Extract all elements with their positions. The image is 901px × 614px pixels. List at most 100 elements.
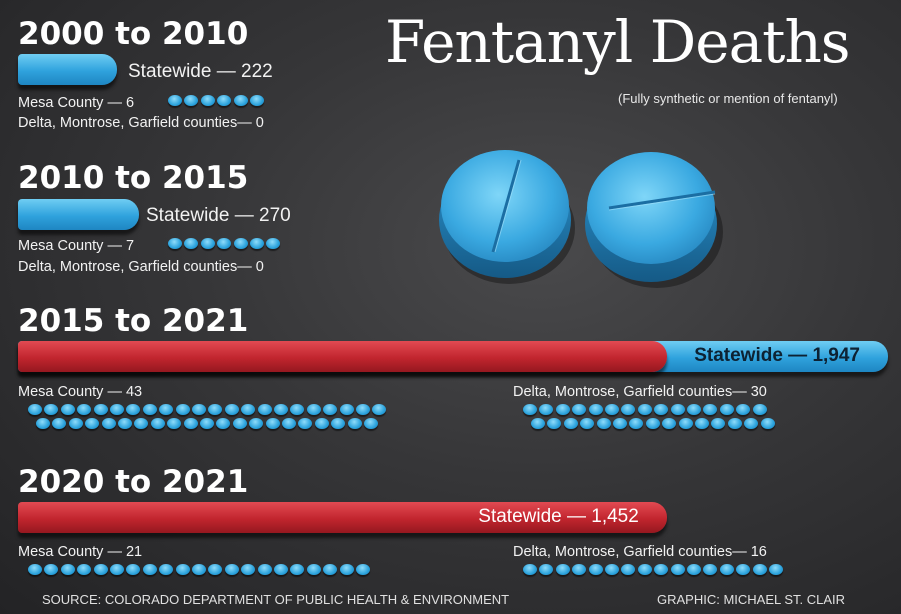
death-dot xyxy=(523,564,537,575)
dmg-counties-label: Delta, Montrose, Garfield counties— 30 xyxy=(513,384,767,400)
death-dot xyxy=(670,404,685,415)
death-dot xyxy=(250,95,264,106)
death-dot xyxy=(184,95,199,106)
death-dot xyxy=(572,564,587,575)
death-dot xyxy=(547,418,562,429)
death-dot xyxy=(200,238,215,249)
death-dot xyxy=(60,404,75,415)
death-dot xyxy=(323,404,338,415)
death-dot xyxy=(588,404,603,415)
death-dot xyxy=(68,418,83,429)
death-dot xyxy=(711,418,726,429)
source-note: SOURCE: COLORADO DEPARTMENT OF PUBLIC HE… xyxy=(42,592,510,607)
death-dot xyxy=(356,564,370,575)
death-dot xyxy=(159,404,174,415)
death-dot xyxy=(523,404,537,415)
death-dot xyxy=(126,564,141,575)
death-dot xyxy=(323,564,338,575)
death-dot xyxy=(110,564,124,575)
death-dot xyxy=(339,564,354,575)
death-dot xyxy=(331,418,346,429)
death-dot xyxy=(629,418,644,429)
death-dot xyxy=(678,418,693,429)
death-dot xyxy=(621,564,636,575)
death-dot xyxy=(168,238,182,249)
death-dot xyxy=(216,418,231,429)
death-dot xyxy=(736,564,751,575)
statewide-bar-red-portion xyxy=(18,341,667,372)
death-dot xyxy=(208,404,223,415)
death-dot xyxy=(250,238,264,249)
death-dot xyxy=(85,418,100,429)
death-dot xyxy=(356,404,370,415)
death-dot xyxy=(101,418,116,429)
death-dot xyxy=(274,564,288,575)
statewide-bar xyxy=(18,54,118,85)
death-dot xyxy=(596,418,611,429)
death-dot xyxy=(555,564,570,575)
death-dot xyxy=(539,404,554,415)
death-dot xyxy=(200,95,215,106)
death-dot xyxy=(572,404,587,415)
death-dot xyxy=(555,404,570,415)
death-dot xyxy=(126,404,141,415)
death-dot xyxy=(28,564,42,575)
death-dot xyxy=(36,418,50,429)
pill-illustration xyxy=(439,150,723,288)
death-dot xyxy=(306,404,321,415)
dmg-counties-label: Delta, Montrose, Garfield counties— 16 xyxy=(513,544,767,560)
death-dot xyxy=(539,564,554,575)
death-dot xyxy=(175,564,190,575)
death-dot xyxy=(339,404,354,415)
death-dot xyxy=(159,564,174,575)
chart-subtitle: (Fully synthetic or mention of fentanyl) xyxy=(618,91,838,106)
death-dot xyxy=(28,404,42,415)
death-dot xyxy=(110,404,124,415)
mesa-county-label: Mesa County — 43 xyxy=(18,384,143,400)
death-dot xyxy=(719,564,734,575)
death-dot xyxy=(142,564,157,575)
death-dot xyxy=(347,418,362,429)
death-dot xyxy=(175,404,190,415)
death-dot xyxy=(52,418,67,429)
death-dot xyxy=(282,418,296,429)
death-dot xyxy=(224,564,239,575)
period-heading: 2010 to 2015 xyxy=(18,160,249,196)
death-dot xyxy=(752,404,767,415)
death-dot xyxy=(695,418,709,429)
death-dot xyxy=(77,404,92,415)
death-dot xyxy=(266,238,281,249)
death-dot xyxy=(249,418,264,429)
death-dot xyxy=(257,404,272,415)
statewide-bar xyxy=(18,199,139,230)
death-dot xyxy=(605,564,619,575)
dmg-counties-label: Delta, Montrose, Garfield counties— 0 xyxy=(18,115,264,131)
death-dot xyxy=(217,238,232,249)
death-dot xyxy=(208,564,223,575)
death-dot xyxy=(605,404,619,415)
mesa-county-label: Mesa County — 21 xyxy=(18,544,143,560)
death-dot xyxy=(372,404,387,415)
death-dot xyxy=(621,404,636,415)
death-dot xyxy=(306,564,321,575)
death-dot xyxy=(687,404,701,415)
death-dot xyxy=(118,418,132,429)
death-dot xyxy=(719,404,734,415)
death-dot xyxy=(637,404,652,415)
period-heading: 2020 to 2021 xyxy=(18,464,249,500)
death-dot xyxy=(142,404,157,415)
death-dot xyxy=(364,418,378,429)
statewide-label: Statewide — 1,947 xyxy=(694,345,860,366)
death-dot xyxy=(44,404,59,415)
death-dot xyxy=(192,404,206,415)
death-dot xyxy=(580,418,595,429)
death-dot xyxy=(637,564,652,575)
death-dot xyxy=(760,418,775,429)
death-dot xyxy=(233,238,248,249)
pill-icon xyxy=(439,150,575,284)
death-dot xyxy=(769,564,783,575)
death-dot xyxy=(290,564,305,575)
death-dot xyxy=(150,418,165,429)
death-dot xyxy=(727,418,742,429)
